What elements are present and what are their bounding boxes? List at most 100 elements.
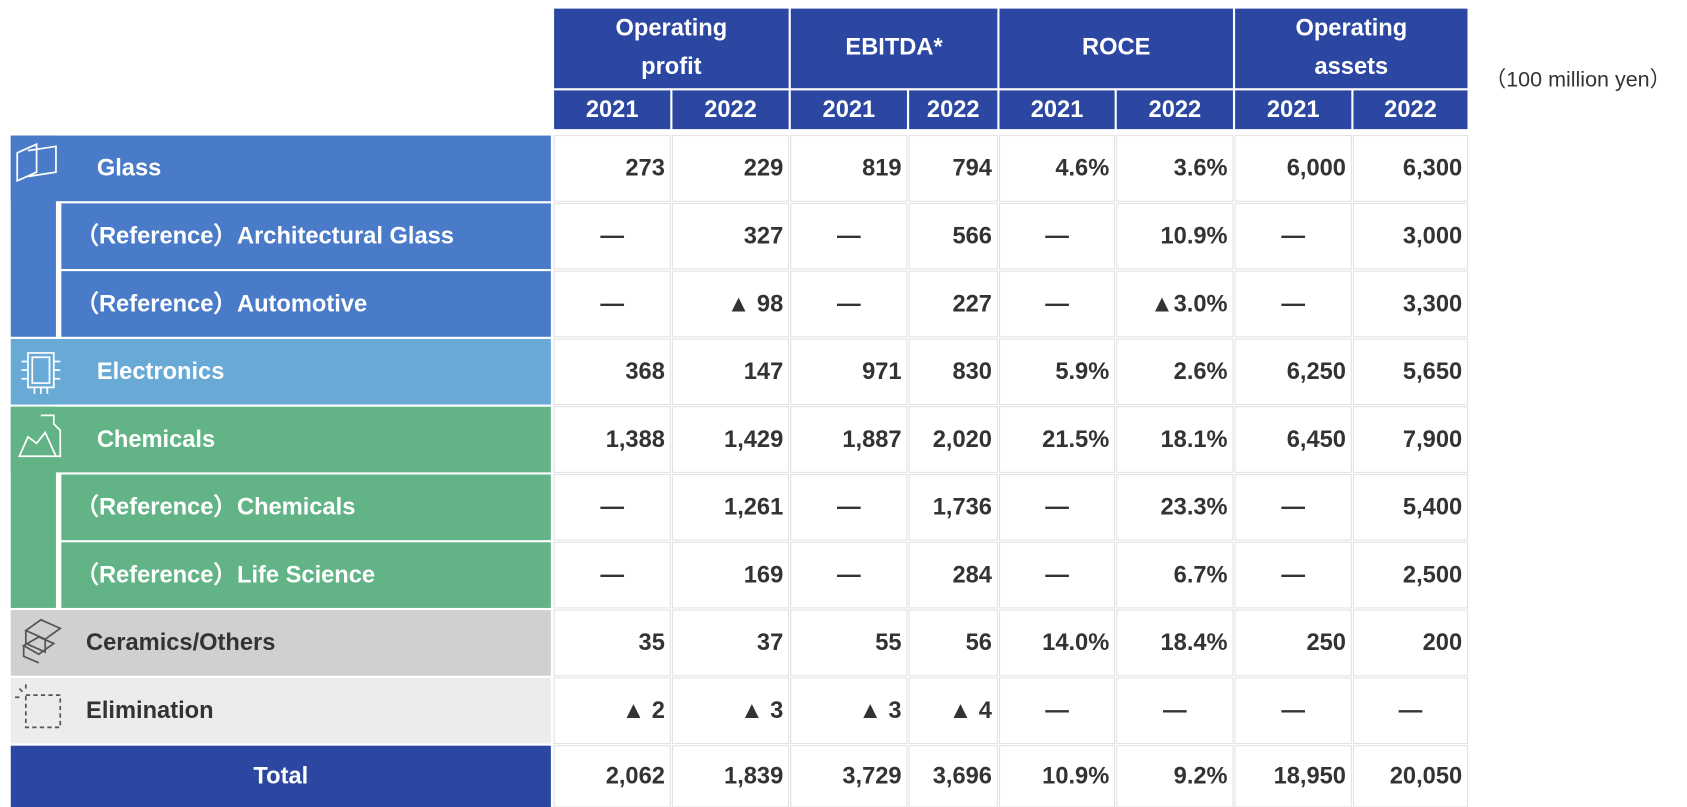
row-label-cell <box>10 745 551 807</box>
data-cell <box>1352 202 1469 270</box>
cell-value: 3,729 <box>842 764 901 790</box>
row-label-cell <box>61 271 551 337</box>
data-cell <box>671 473 790 541</box>
data-cell <box>1116 406 1234 473</box>
cell-value: — <box>600 495 624 521</box>
header-label: assets <box>1314 54 1388 80</box>
cell-value: — <box>1281 291 1305 317</box>
cell-value: 5,400 <box>1403 495 1462 521</box>
row-label-cell <box>10 406 551 473</box>
cell-value: — <box>1399 698 1423 724</box>
data-cell <box>1116 677 1234 745</box>
data-cell <box>553 338 671 406</box>
cell-value: 200 <box>1423 630 1462 656</box>
data-cell <box>908 270 998 338</box>
cell-value: — <box>600 562 624 588</box>
cell-value: 1,887 <box>842 427 901 453</box>
unit-note: （100 million yen） <box>1485 67 1671 91</box>
year-label: 2021 <box>1031 97 1084 123</box>
data-cell <box>1234 202 1352 270</box>
data-cell <box>671 541 790 609</box>
data-cell <box>1352 609 1469 677</box>
cell-value: — <box>1281 562 1305 588</box>
cell-value: 273 <box>625 156 664 182</box>
cell-value: 3,696 <box>933 764 992 790</box>
cell-value: 1,261 <box>724 495 783 521</box>
header-cell <box>554 8 789 89</box>
row-label: （Reference）Architectural Glass <box>75 223 454 250</box>
header-cell <box>999 8 1233 89</box>
data-cell <box>671 406 790 473</box>
year-label: 2022 <box>1149 97 1202 123</box>
year-label: 2021 <box>586 97 639 123</box>
data-cell <box>553 406 671 473</box>
data-cell <box>908 609 998 677</box>
cell-value: 566 <box>952 224 991 250</box>
cell-value: — <box>1281 698 1305 724</box>
cell-value: 368 <box>625 359 664 385</box>
data-cell <box>553 609 671 677</box>
data-cell <box>1234 609 1352 677</box>
data-cell <box>1116 202 1234 270</box>
cell-value: 6,450 <box>1287 427 1346 453</box>
cell-value: 284 <box>952 562 992 588</box>
data-cell <box>1234 406 1352 473</box>
cell-value: 1,839 <box>724 764 783 790</box>
cell-value: 250 <box>1306 630 1345 656</box>
data-cell <box>998 406 1116 473</box>
data-cell <box>1352 406 1469 473</box>
cell-value: 6,250 <box>1287 359 1346 385</box>
year-cell <box>554 90 671 130</box>
header-label: Operating <box>615 15 727 41</box>
row-label-cell <box>10 610 551 676</box>
data-cell <box>790 473 908 541</box>
cell-value: 5.9% <box>1055 359 1109 385</box>
data-cell <box>908 677 998 745</box>
data-cell <box>908 745 998 807</box>
data-cell <box>553 270 671 338</box>
data-cell <box>671 135 790 202</box>
data-cell <box>998 135 1116 202</box>
cell-value: 4.6% <box>1055 156 1109 182</box>
cell-value: 23.3% <box>1161 495 1228 521</box>
cell-value: — <box>1045 698 1069 724</box>
data-cell <box>790 541 908 609</box>
row-label: Elimination <box>86 698 213 724</box>
data-cell <box>671 677 790 745</box>
year-cell <box>790 90 907 130</box>
cell-value: 21.5% <box>1042 427 1109 453</box>
cell-value: 819 <box>862 156 901 182</box>
chemicals-icon <box>18 414 62 458</box>
cell-value: 327 <box>744 224 783 250</box>
data-cell <box>908 202 998 270</box>
data-cell <box>553 745 671 807</box>
cell-value: 56 <box>966 630 992 656</box>
year-label: 2021 <box>1267 97 1320 123</box>
data-cell <box>790 270 908 338</box>
row-label-cell <box>61 542 551 608</box>
row-label: （Reference）Life Science <box>75 561 375 588</box>
data-cell <box>790 677 908 745</box>
data-cell <box>553 473 671 541</box>
data-cell <box>553 135 671 202</box>
cell-value: 9.2% <box>1174 764 1228 790</box>
row-label-cell <box>61 203 551 269</box>
data-cell <box>790 202 908 270</box>
cell-value: 6,000 <box>1287 156 1346 182</box>
data-cell <box>1116 270 1234 338</box>
cell-value: 6.7% <box>1174 562 1228 588</box>
cell-value: 18.4% <box>1161 630 1228 656</box>
cell-value: — <box>837 291 861 317</box>
header-label: Operating <box>1295 15 1407 41</box>
header-cell <box>790 8 998 89</box>
row-label: Glass <box>97 156 161 182</box>
row-label: （Reference）Chemicals <box>75 494 355 521</box>
row-label: Chemicals <box>97 427 215 453</box>
data-cell <box>1234 745 1352 807</box>
data-cell <box>998 541 1116 609</box>
row-label: （Reference）Automotive <box>75 290 367 317</box>
data-cell <box>1234 338 1352 406</box>
year-cell <box>1235 90 1352 130</box>
data-cell <box>790 609 908 677</box>
